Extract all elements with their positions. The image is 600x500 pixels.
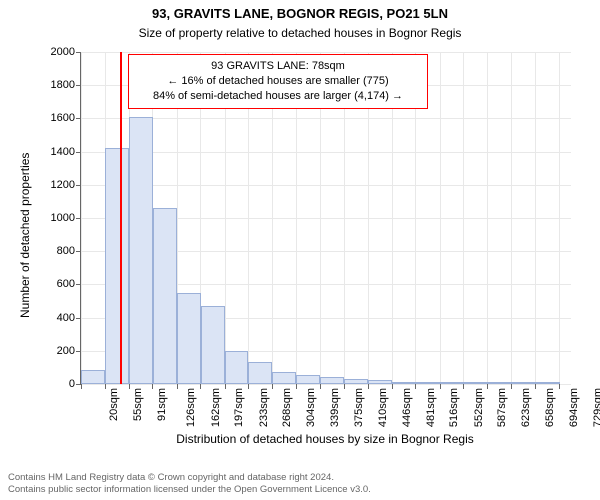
y-tick-label: 200 <box>57 345 81 357</box>
y-axis-title: Number of detached properties <box>18 153 32 318</box>
gridline-v <box>487 52 488 384</box>
histogram-bar <box>248 362 272 384</box>
x-tick-label: 55sqm <box>132 388 144 421</box>
x-tick-label: 658sqm <box>544 388 556 427</box>
x-tick-label: 91sqm <box>156 388 168 421</box>
histogram-bar <box>105 148 129 384</box>
histogram-bar <box>201 306 225 384</box>
gridline-h <box>81 52 571 53</box>
histogram-bar <box>177 293 201 384</box>
x-tick <box>129 384 130 389</box>
histogram-bar <box>536 382 560 384</box>
histogram-bar <box>129 117 153 384</box>
x-tick <box>105 384 106 389</box>
histogram-bar <box>320 377 344 384</box>
gridline-v <box>511 52 512 384</box>
footer-line-1: Contains HM Land Registry data © Crown c… <box>8 472 592 484</box>
histogram-bar <box>153 208 177 384</box>
x-tick-label: 481sqm <box>425 388 437 427</box>
x-tick-label: 197sqm <box>233 388 245 427</box>
x-tick <box>272 384 273 389</box>
histogram-bar <box>464 382 488 384</box>
gridline-v <box>559 52 560 384</box>
y-tick-label: 1800 <box>51 79 81 91</box>
x-tick-label: 516sqm <box>448 388 460 427</box>
x-tick-label: 162sqm <box>210 388 222 427</box>
x-tick <box>344 384 345 389</box>
histogram-chart: 93, GRAVITS LANE, BOGNOR REGIS, PO21 5LN… <box>0 0 600 500</box>
x-tick-label: 339sqm <box>329 388 341 427</box>
x-tick <box>225 384 226 389</box>
gridline-v <box>535 52 536 384</box>
y-tick-label: 1400 <box>51 146 81 158</box>
histogram-bar <box>81 370 105 384</box>
x-tick <box>81 384 82 389</box>
y-tick-label: 1200 <box>51 179 81 191</box>
histogram-bar <box>488 382 512 384</box>
x-tick-label: 268sqm <box>281 388 293 427</box>
y-tick-label: 1600 <box>51 112 81 124</box>
x-tick <box>248 384 249 389</box>
x-tick <box>535 384 536 389</box>
histogram-bar <box>296 375 320 384</box>
footer-line-2: Contains public sector information licen… <box>8 484 592 496</box>
x-tick <box>440 384 441 389</box>
histogram-bar <box>368 380 392 384</box>
x-tick-label: 729sqm <box>592 388 600 427</box>
x-tick <box>487 384 488 389</box>
x-tick-label: 446sqm <box>401 388 413 427</box>
chart-subtitle: Size of property relative to detached ho… <box>0 26 600 40</box>
annotation-line: 93 GRAVITS LANE: 78sqm <box>137 59 419 74</box>
x-tick-label: 587sqm <box>496 388 508 427</box>
histogram-bar <box>344 379 368 384</box>
property-marker-line <box>120 52 122 384</box>
x-tick-label: 304sqm <box>306 388 318 427</box>
x-tick <box>511 384 512 389</box>
y-tick-label: 600 <box>57 278 81 290</box>
histogram-bar <box>272 372 296 384</box>
x-tick-label: 623sqm <box>521 388 533 427</box>
gridline-h <box>81 384 571 385</box>
gridline-v <box>463 52 464 384</box>
gridline-h <box>81 185 571 186</box>
gridline-h <box>81 118 571 119</box>
annotation-line: ← 16% of detached houses are smaller (77… <box>137 74 419 89</box>
footer-attribution: Contains HM Land Registry data © Crown c… <box>0 472 600 496</box>
chart-title: 93, GRAVITS LANE, BOGNOR REGIS, PO21 5LN <box>0 6 600 21</box>
histogram-bar <box>512 382 536 384</box>
x-tick-label: 375sqm <box>353 388 365 427</box>
x-tick-label: 410sqm <box>377 388 389 427</box>
x-tick <box>320 384 321 389</box>
gridline-v <box>81 52 82 384</box>
annotation-line: 84% of semi-detached houses are larger (… <box>137 89 419 104</box>
gridline-h <box>81 152 571 153</box>
x-tick-label: 126sqm <box>186 388 198 427</box>
x-tick-label: 233sqm <box>258 388 270 427</box>
y-tick-label: 1000 <box>51 212 81 224</box>
x-tick <box>392 384 393 389</box>
x-tick-label: 694sqm <box>568 388 580 427</box>
x-tick <box>200 384 201 389</box>
x-tick <box>368 384 369 389</box>
histogram-bar <box>416 382 440 384</box>
x-tick <box>177 384 178 389</box>
histogram-bar <box>225 351 249 384</box>
x-tick <box>415 384 416 389</box>
annotation-box: 93 GRAVITS LANE: 78sqm← 16% of detached … <box>128 54 428 109</box>
x-tick-label: 552sqm <box>473 388 485 427</box>
gridline-v <box>440 52 441 384</box>
y-tick-label: 2000 <box>51 46 81 58</box>
y-tick-label: 800 <box>57 245 81 257</box>
histogram-bar <box>440 382 464 384</box>
x-tick <box>559 384 560 389</box>
x-tick <box>152 384 153 389</box>
x-axis-title: Distribution of detached houses by size … <box>80 432 570 446</box>
x-tick <box>463 384 464 389</box>
histogram-bar <box>392 382 416 384</box>
x-tick-label: 20sqm <box>108 388 120 421</box>
x-tick <box>296 384 297 389</box>
y-tick-label: 400 <box>57 312 81 324</box>
y-tick-label: 0 <box>69 378 81 390</box>
